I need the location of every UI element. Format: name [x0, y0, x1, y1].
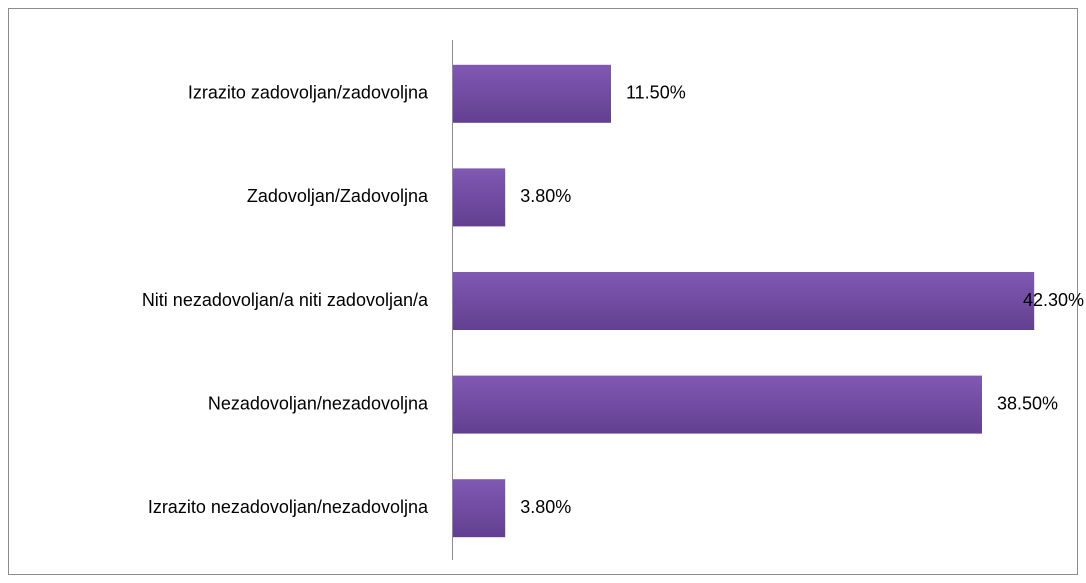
bar	[453, 168, 506, 227]
value-label: 42.30%	[1023, 290, 1084, 310]
value-label: 3.80%	[520, 186, 571, 206]
category-label: Izrazito nezadovoljan/nezadovoljna	[148, 497, 429, 517]
category-label: Izrazito zadovoljan/zadovoljna	[188, 83, 429, 103]
value-label: 11.50%	[626, 83, 686, 103]
value-label: 3.80%	[520, 497, 571, 517]
category-label: Nezadovoljan/nezadovoljna	[208, 393, 429, 413]
category-label: Niti nezadovoljan/a niti zadovoljan/a	[142, 290, 429, 310]
bar	[453, 375, 982, 434]
bar	[453, 479, 506, 538]
bar	[453, 64, 612, 123]
category-label: Zadovoljan/Zadovoljna	[247, 186, 429, 206]
value-label: 38.50%	[997, 393, 1058, 413]
bar	[453, 272, 1035, 330]
